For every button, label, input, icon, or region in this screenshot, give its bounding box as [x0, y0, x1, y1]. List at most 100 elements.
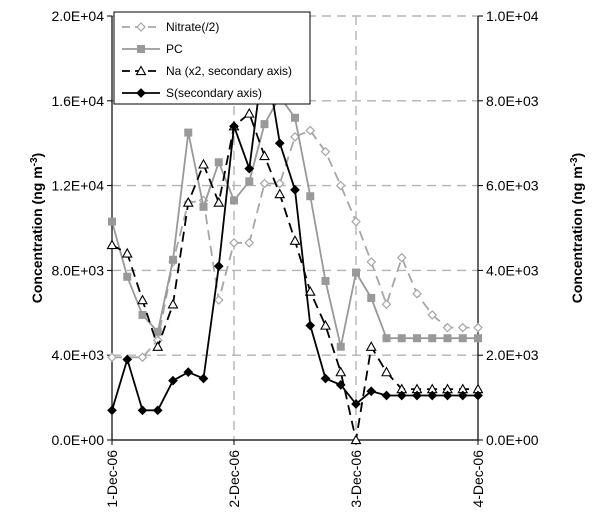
data-point-nitrate-2 [320, 146, 331, 157]
data-point-s-secondary-axis [107, 405, 117, 416]
data-point-na-x2-secondary-axis [182, 196, 194, 207]
y-tick-label: 1.6E+04 [51, 93, 104, 109]
data-point-na-x2-secondary-axis [198, 158, 209, 169]
data-point-nitrate-2 [412, 288, 422, 299]
data-point-s-secondary-axis [305, 320, 316, 331]
data-point-pc [245, 177, 254, 186]
y2-tick-label: 2.0E+03 [486, 347, 539, 363]
data-point-pc [443, 334, 452, 343]
data-point-pc [214, 158, 223, 167]
data-point-s-secondary-axis [396, 390, 407, 401]
data-point-pc [336, 342, 345, 351]
legend: Nitrate(/2) PC Na (x2, secondary axis) S(se… [113, 11, 311, 105]
legend-item-s-secondary-axis: S(secondary axis) [122, 86, 262, 100]
y2-tick-label: 1.0E+04 [486, 8, 539, 24]
legend-marker [136, 22, 146, 32]
data-point-s-secondary-axis [229, 121, 239, 132]
data-point-na-x2-secondary-axis [274, 188, 286, 199]
data-point-s-secondary-axis [122, 354, 133, 365]
data-point-pc [153, 327, 162, 336]
data-point-nitrate-2 [442, 322, 453, 333]
data-point-pc [169, 255, 177, 264]
data-point-pc [382, 334, 391, 343]
data-point-pc [199, 202, 208, 211]
data-point-na-x2-secondary-axis [381, 366, 392, 377]
data-point-s-secondary-axis [427, 390, 438, 401]
y-tick-label: 0.0E+00 [51, 432, 104, 448]
y-axis-title-close: ) [29, 153, 45, 158]
legend-marker [135, 65, 147, 76]
data-point-na-x2-secondary-axis [289, 235, 301, 245]
series-s-secondary-axis [107, 45, 483, 416]
y2-tick-label: 8.0E+03 [486, 93, 539, 109]
legend-label: S(secondary axis) [166, 86, 262, 100]
data-point-pc [230, 196, 238, 205]
data-point-nitrate-2 [259, 178, 270, 189]
y-tick-label: 1.2E+04 [51, 178, 104, 194]
data-point-nitrate-2 [229, 237, 239, 248]
y2-tick-label: 6.0E+03 [486, 178, 539, 194]
series-pc [108, 92, 482, 351]
data-point-pc [397, 334, 406, 343]
y2-tick-label: 4.0E+03 [486, 262, 539, 278]
y-axis-title: Concentration (ng m-3) [29, 153, 46, 303]
legend-box [113, 11, 311, 105]
data-point-pc [291, 113, 299, 122]
data-point-s-secondary-axis [274, 138, 285, 149]
y2-axis-title-sup: -3 [569, 157, 580, 166]
data-point-nitrate-2 [427, 310, 438, 320]
data-point-nitrate-2 [396, 252, 407, 263]
data-point-s-secondary-axis [412, 390, 422, 401]
data-point-s-secondary-axis [152, 405, 163, 416]
data-point-s-secondary-axis [244, 163, 255, 174]
data-point-s-secondary-axis [457, 390, 468, 401]
data-point-s-secondary-axis [320, 373, 331, 384]
legend-item-nitrate-2: Nitrate(/2) [122, 20, 219, 34]
data-point-s-secondary-axis [351, 399, 361, 409]
legend-label: PC [166, 42, 183, 56]
data-point-nitrate-2 [335, 180, 346, 191]
data-point-na-x2-secondary-axis [152, 341, 164, 351]
data-point-nitrate-2 [473, 322, 483, 333]
data-point-s-secondary-axis [290, 184, 300, 195]
data-point-nitrate-2 [351, 216, 361, 227]
y2-axis-title-close: ) [569, 153, 585, 158]
data-point-s-secondary-axis [381, 390, 392, 401]
data-point-na-x2-secondary-axis [167, 298, 179, 309]
data-point-nitrate-2 [381, 299, 392, 310]
legend-label: Na (x2, secondary axis) [166, 64, 292, 78]
data-point-na-x2-secondary-axis [259, 150, 270, 161]
data-point-pc [108, 217, 116, 226]
data-point-s-secondary-axis [366, 386, 377, 397]
series-layer [106, 45, 484, 445]
data-point-s-secondary-axis [183, 367, 194, 378]
data-point-pc [306, 192, 315, 201]
data-point-nitrate-2 [107, 352, 117, 363]
x-tick-label: 2-Dec-06 [226, 450, 242, 508]
data-point-pc [321, 277, 330, 285]
data-point-na-x2-secondary-axis [121, 247, 133, 258]
data-point-s-secondary-axis [473, 390, 483, 401]
axes [107, 15, 483, 445]
data-point-nitrate-2 [213, 295, 224, 305]
data-point-nitrate-2 [457, 322, 468, 333]
legend-item-pc: PC [122, 42, 183, 56]
data-point-pc [428, 334, 437, 343]
x-tick-label: 3-Dec-06 [348, 450, 364, 508]
data-point-na-x2-secondary-axis [106, 239, 118, 250]
data-point-na-x2-secondary-axis [243, 107, 255, 118]
data-point-nitrate-2 [244, 237, 255, 248]
legend-label: Nitrate(/2) [166, 20, 219, 34]
legend-marker [137, 45, 145, 53]
data-point-s-secondary-axis [137, 405, 148, 416]
y2-axis-title-main: Concentration (ng m [569, 166, 585, 303]
data-point-pc [367, 293, 376, 302]
tick-labels: 0.0E+00 0.0E+00 4.0E+03 2.0E+03 8.0E+03 4.0E+… [51, 8, 538, 508]
y-axis-title-main: Concentration (ng m [29, 166, 45, 303]
data-point-pc [138, 310, 147, 319]
data-point-nitrate-2 [366, 257, 377, 267]
x-tick-label: 1-Dec-06 [104, 450, 120, 508]
data-point-pc [352, 268, 360, 277]
series-line-nitrate-2 [112, 129, 478, 359]
